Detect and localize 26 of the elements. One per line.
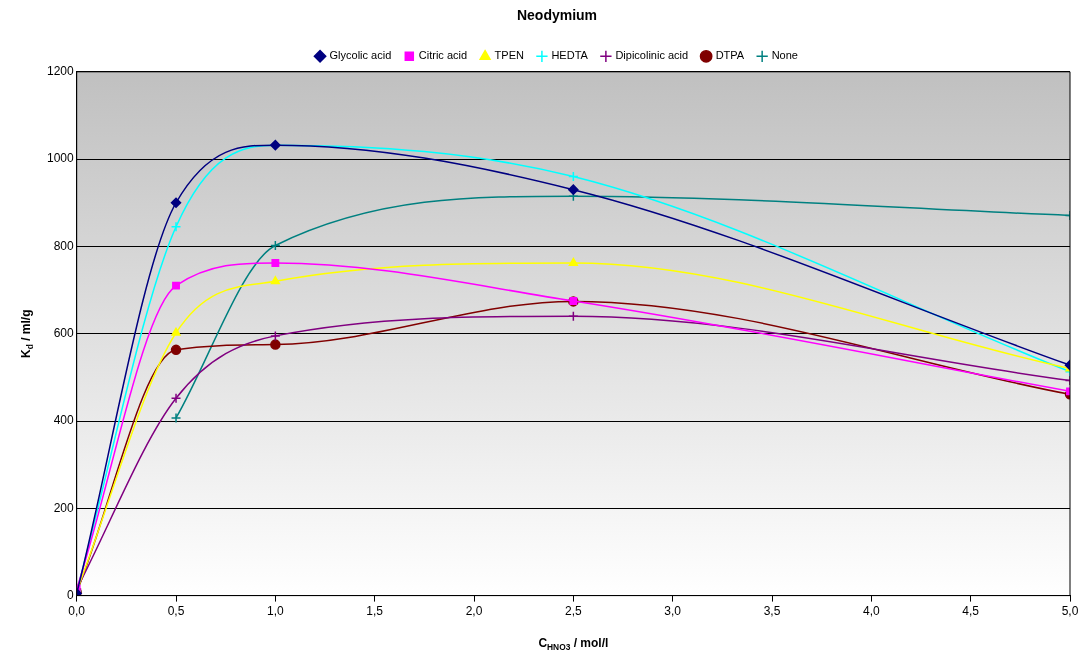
y-tick-label: 1200: [46, 64, 75, 79]
x-tick-label: 3,0: [664, 604, 682, 619]
legend-label: Dipicolinic acid: [615, 49, 689, 62]
y-tick-label: 0: [67, 587, 75, 602]
y-tick-label: 1000: [46, 151, 75, 166]
x-tick-label: 3,5: [763, 604, 781, 619]
x-tick-label: 2,0: [465, 604, 483, 619]
y-tick-label: 400: [53, 413, 75, 428]
y-tick-label: 600: [53, 326, 75, 341]
x-tick-label: 0,0: [68, 604, 86, 619]
chart-title: Neodymium: [516, 7, 598, 24]
legend-label: Citric acid: [418, 49, 468, 62]
x-tick-label: 2,5: [565, 604, 583, 619]
x-tick-label: 5,0: [1061, 604, 1079, 619]
legend-label: TPEN: [494, 49, 524, 62]
x-tick-label: 0,5: [167, 604, 185, 619]
x-tick-label: 1,0: [267, 604, 285, 619]
legend-label: Glycolic acid: [329, 49, 392, 62]
legend-label: DTPA: [715, 49, 745, 62]
y-tick-label: 800: [53, 238, 75, 253]
x-tick-label: 4,0: [863, 604, 880, 619]
x-tick-label: 1,5: [366, 604, 384, 619]
legend-label: None: [771, 49, 798, 62]
y-tick-label: 200: [53, 500, 75, 515]
x-tick-label: 4,5: [962, 604, 980, 619]
legend-label: HEDTA: [551, 49, 589, 62]
